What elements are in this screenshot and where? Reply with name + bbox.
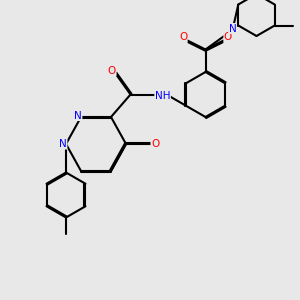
Text: O: O: [108, 65, 116, 76]
Text: O: O: [179, 32, 187, 43]
Text: N: N: [229, 23, 236, 34]
Text: O: O: [151, 139, 159, 149]
Text: NH: NH: [155, 91, 170, 101]
Text: N: N: [59, 139, 67, 149]
Text: O: O: [224, 32, 232, 43]
Text: N: N: [74, 110, 82, 121]
